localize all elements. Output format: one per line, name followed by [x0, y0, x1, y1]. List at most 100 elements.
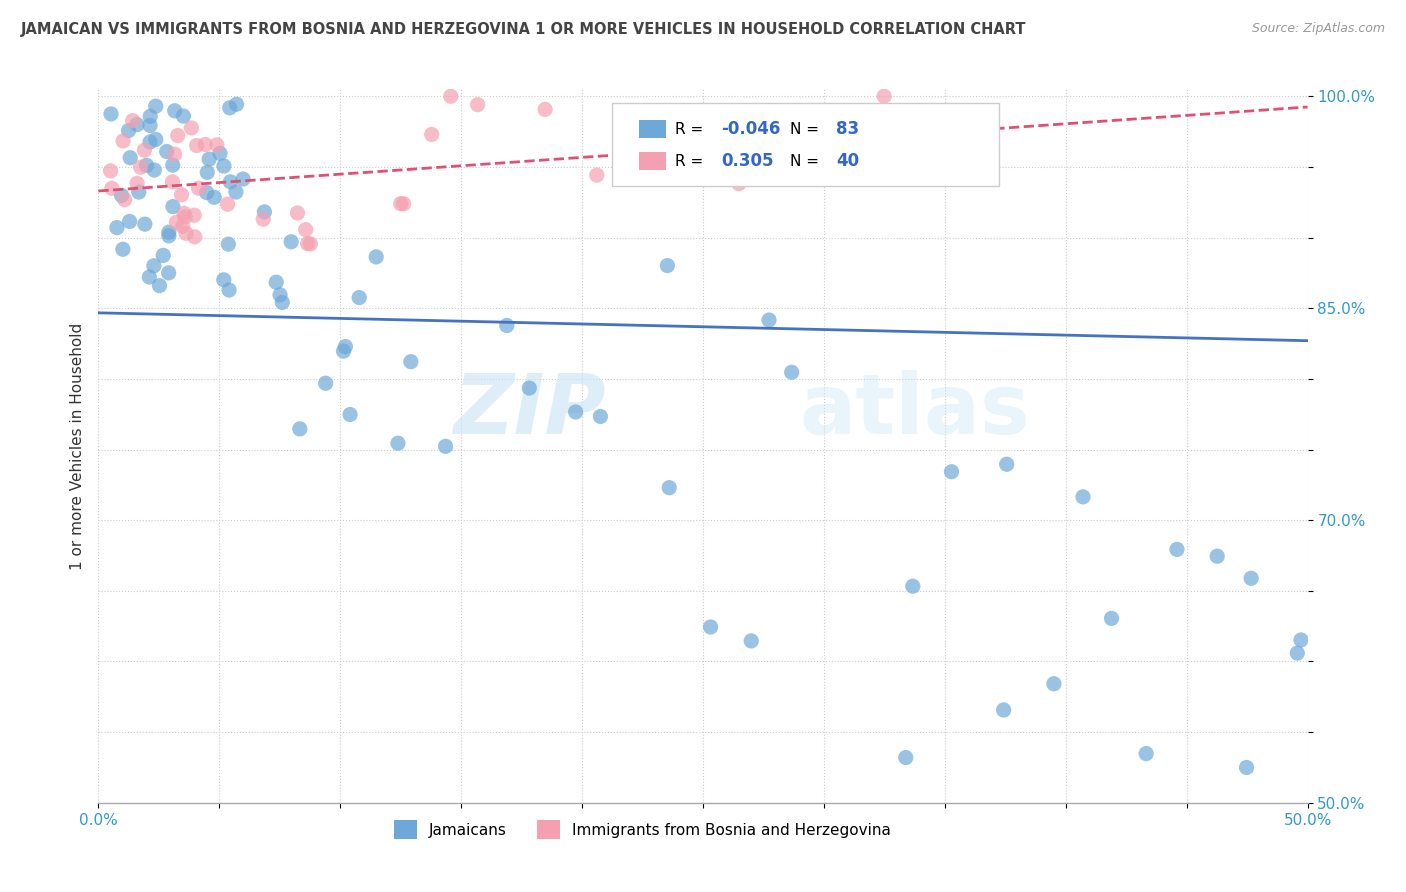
Point [315, 376, 337, 391]
Point [728, 177, 751, 191]
Text: R =: R = [675, 121, 709, 136]
Point [392, 196, 415, 211]
Point [162, 158, 184, 172]
Text: 83: 83 [837, 120, 859, 138]
Point [280, 235, 302, 249]
FancyBboxPatch shape [638, 120, 665, 137]
Point [1043, 677, 1066, 691]
FancyBboxPatch shape [638, 152, 665, 169]
Point [434, 439, 457, 453]
Point [225, 185, 247, 199]
Point [467, 97, 489, 112]
Point [225, 97, 247, 112]
Point [366, 250, 388, 264]
Point [1135, 747, 1157, 761]
Point [121, 113, 143, 128]
Point [111, 242, 134, 256]
FancyBboxPatch shape [613, 103, 1000, 186]
Point [389, 196, 412, 211]
Point [139, 119, 162, 133]
Point [202, 190, 225, 204]
Point [901, 579, 924, 593]
Point [941, 465, 963, 479]
Point [218, 101, 240, 115]
Text: ZIP: ZIP [454, 370, 606, 450]
Point [299, 236, 322, 251]
Point [174, 210, 197, 224]
Point [166, 215, 188, 229]
Point [780, 365, 803, 379]
Point [1071, 490, 1094, 504]
Point [294, 222, 316, 236]
Point [172, 219, 194, 234]
Point [180, 120, 202, 135]
Point [157, 266, 180, 280]
Text: -0.046: -0.046 [721, 120, 780, 138]
Point [217, 197, 239, 211]
Point [658, 481, 681, 495]
Point [564, 405, 586, 419]
Point [1101, 611, 1123, 625]
Point [253, 205, 276, 219]
Point [517, 381, 540, 395]
Point [335, 340, 357, 354]
Point [166, 128, 188, 143]
Point [163, 147, 186, 161]
Point [1206, 549, 1229, 564]
Point [186, 138, 208, 153]
Point [138, 270, 160, 285]
Point [332, 344, 354, 359]
Point [170, 187, 193, 202]
Point [184, 230, 207, 244]
Point [101, 181, 124, 195]
Point [174, 227, 197, 241]
Point [706, 150, 728, 164]
Point [162, 175, 184, 189]
Point [157, 228, 180, 243]
Text: atlas: atlas [800, 370, 1031, 450]
Point [195, 186, 218, 200]
Point [195, 165, 218, 179]
Point [183, 208, 205, 222]
Point [187, 181, 209, 195]
Point [252, 212, 274, 227]
Point [218, 283, 240, 297]
Point [100, 107, 122, 121]
Point [135, 158, 157, 172]
Point [139, 135, 162, 149]
Point [145, 99, 167, 113]
Point [173, 206, 195, 220]
Point [271, 295, 294, 310]
Text: R =: R = [675, 153, 709, 169]
Point [105, 220, 128, 235]
Text: Source: ZipAtlas.com: Source: ZipAtlas.com [1251, 22, 1385, 36]
Point [128, 185, 150, 199]
Point [495, 318, 517, 333]
Point [162, 200, 184, 214]
Point [589, 409, 612, 424]
Point [212, 159, 235, 173]
Point [585, 168, 607, 182]
Point [699, 620, 721, 634]
Text: 0.305: 0.305 [721, 153, 773, 170]
Point [111, 188, 134, 202]
Point [297, 236, 319, 251]
Text: 40: 40 [837, 153, 859, 170]
Point [117, 123, 139, 137]
Point [129, 160, 152, 174]
Point [148, 278, 170, 293]
Point [134, 217, 156, 231]
Point [118, 214, 141, 228]
Point [127, 118, 149, 132]
Point [264, 275, 287, 289]
Point [100, 164, 122, 178]
Point [993, 703, 1015, 717]
Point [995, 457, 1018, 471]
Legend: Jamaicans, Immigrants from Bosnia and Herzegovina: Jamaicans, Immigrants from Bosnia and He… [388, 814, 897, 845]
Point [127, 176, 149, 190]
Point [1240, 571, 1263, 585]
Point [269, 288, 291, 302]
Text: N =: N = [790, 153, 824, 169]
Point [217, 237, 239, 252]
Point [194, 137, 217, 152]
